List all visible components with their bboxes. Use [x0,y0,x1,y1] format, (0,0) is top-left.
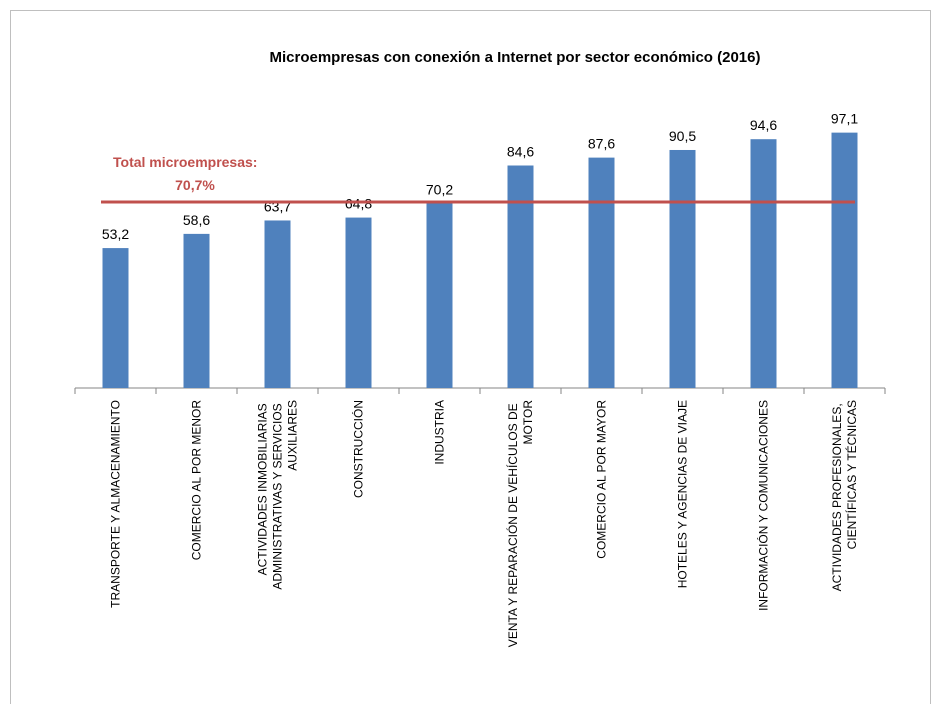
data-label: 87,6 [588,136,615,152]
data-label: 84,6 [507,144,534,160]
bar [507,165,534,388]
bar [102,248,129,388]
annotation-value: 70,7% [175,177,215,193]
bar [345,217,372,388]
data-label: 70,2 [426,181,453,197]
bar [588,157,615,388]
bar [831,132,858,388]
bar [426,203,453,388]
data-label: 90,5 [669,128,696,144]
annotation: Total microempresas: [113,154,257,170]
bar [669,149,696,388]
x-tick-label: CONSTRUCCIÓN [351,400,366,498]
x-tick-label: VENTA Y REPARACIÓN DE VEHÍCULOS DE MOTOR [505,400,535,648]
x-tick-label: COMERCIO AL POR MAYOR [595,400,609,559]
chart-border [10,10,931,704]
bar [183,233,210,388]
x-tick-label: ACTIVIDADES INMOBILIARIAS ADMINISTRATIVA… [256,400,300,590]
bar [264,220,291,388]
x-tick-label: INDUSTRIA [433,400,447,465]
x-tick-label: TRANSPORTE Y ALMACENAMIENTO [109,400,123,608]
data-label: 53,2 [102,226,129,242]
x-tick-label: ACTIVIDADES PROFESIONALES, CIENTÍFICAS Y… [830,400,859,591]
data-label: 94,6 [750,117,777,133]
x-tick-label: COMERCIO AL POR MENOR [190,400,204,561]
data-label: 97,1 [831,111,858,127]
data-label: 64,8 [345,196,372,212]
bar [750,139,777,388]
chart-title: Microempresas con conexión a Internet po… [270,49,761,66]
x-tick-label: INFORMACIÓN Y COMUNICACIONES [756,400,771,611]
data-label: 58,6 [183,212,210,228]
x-tick-label: HOTELES Y AGENCIAS DE VIAJE [676,400,690,588]
